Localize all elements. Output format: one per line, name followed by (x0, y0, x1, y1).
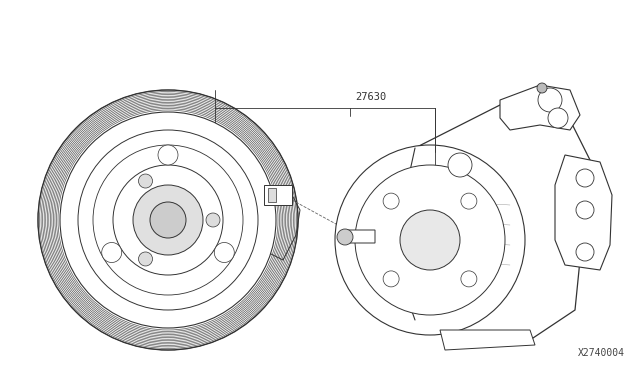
Circle shape (113, 165, 223, 275)
Circle shape (355, 165, 505, 315)
Polygon shape (345, 230, 375, 243)
Circle shape (158, 145, 178, 165)
Polygon shape (555, 155, 612, 270)
Circle shape (448, 153, 472, 177)
Circle shape (538, 88, 562, 112)
Text: 27633: 27633 (105, 177, 136, 187)
Circle shape (93, 145, 243, 295)
Circle shape (150, 202, 186, 238)
Polygon shape (500, 85, 580, 130)
Circle shape (548, 108, 568, 128)
Text: 27630: 27630 (355, 92, 387, 102)
Circle shape (78, 130, 258, 310)
Circle shape (576, 201, 594, 219)
Circle shape (133, 185, 203, 255)
Bar (268, 188, 276, 202)
Circle shape (461, 193, 477, 209)
Circle shape (337, 229, 353, 245)
Circle shape (576, 169, 594, 187)
Circle shape (576, 243, 594, 261)
Polygon shape (415, 105, 590, 340)
Circle shape (461, 271, 477, 287)
Circle shape (383, 271, 399, 287)
Circle shape (206, 213, 220, 227)
Bar (264, 185, 292, 205)
Text: 27631: 27631 (440, 187, 471, 197)
Circle shape (138, 174, 152, 188)
Circle shape (138, 252, 152, 266)
Circle shape (102, 243, 122, 263)
Circle shape (60, 112, 276, 328)
Circle shape (383, 193, 399, 209)
Polygon shape (440, 330, 535, 350)
Circle shape (214, 243, 234, 263)
Text: X2740004: X2740004 (578, 348, 625, 358)
Circle shape (537, 83, 547, 93)
Circle shape (335, 145, 525, 335)
Circle shape (400, 210, 460, 270)
